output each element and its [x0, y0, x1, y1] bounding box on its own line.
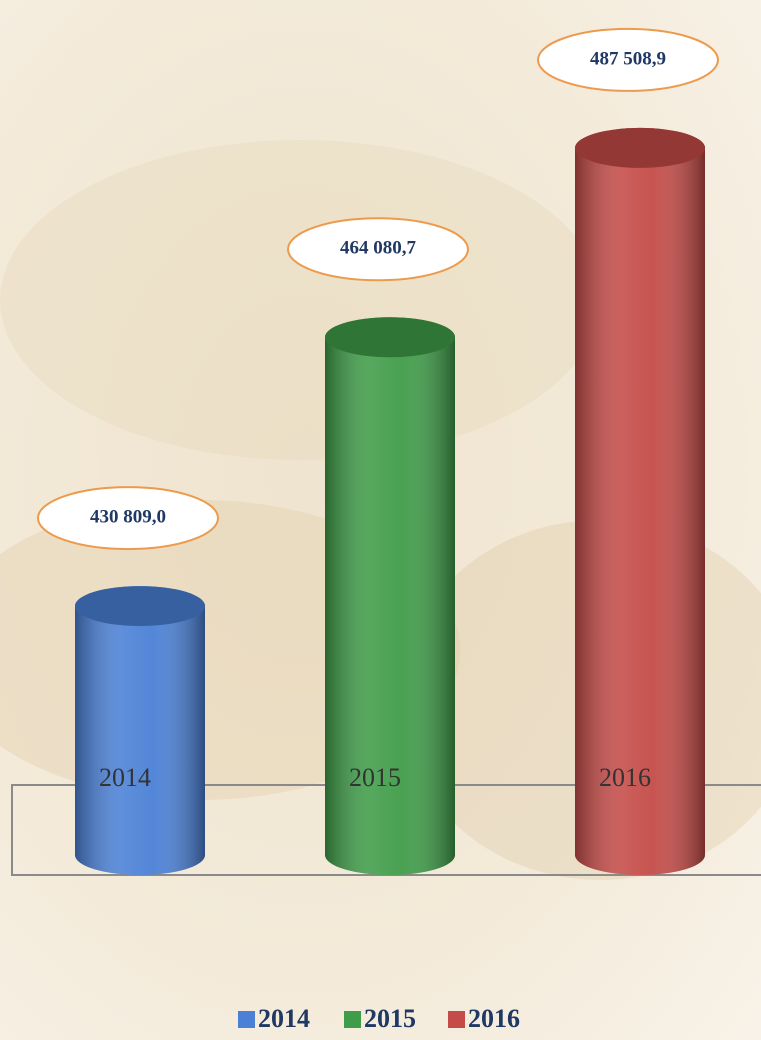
value-label-bubble [37, 486, 219, 551]
x-tick-label: 2016 [599, 763, 651, 792]
bar-top [325, 317, 455, 358]
value-label-bubble [537, 27, 719, 92]
legend-label: 2014 [258, 1004, 310, 1033]
legend-swatch [344, 1011, 361, 1028]
value-label: 430 809,0 [90, 506, 166, 527]
value-label-bubble [287, 217, 469, 282]
background-texture [0, 140, 600, 460]
plot-area: 430 809,0 2014 464 080,7 2015 487 508,9 2016 2… [37, 27, 719, 1033]
bar-shade [325, 317, 455, 876]
x-tick-label: 2015 [349, 763, 401, 792]
bar-top-shade [75, 586, 205, 627]
bar-top-shade [325, 317, 455, 358]
legend-label: 2015 [364, 1004, 416, 1033]
bar-top [575, 127, 705, 168]
legend-label: 2016 [468, 1004, 520, 1033]
value-label: 487 508,9 [590, 48, 666, 69]
bar-shade [75, 586, 205, 875]
bar-top-shade [575, 127, 705, 168]
value-label: 464 080,7 [340, 238, 417, 259]
bar-top [75, 586, 205, 627]
x-tick-label: 2014 [99, 763, 151, 792]
legend-swatch [238, 1011, 255, 1028]
bar-shade [575, 127, 705, 875]
legend-swatch [448, 1011, 465, 1028]
